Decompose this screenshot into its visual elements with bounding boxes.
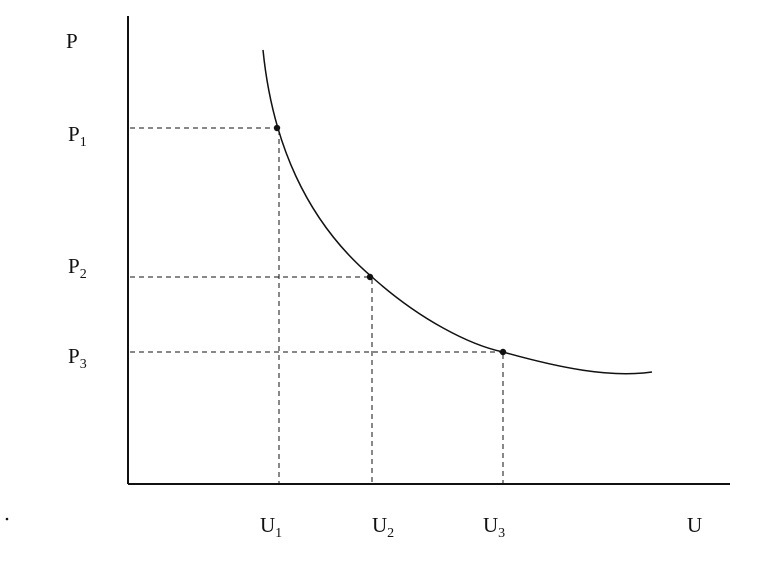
- x-tick-u1-sub: 1: [275, 526, 282, 541]
- y-axis-label: P: [66, 29, 78, 53]
- x-tick-u1-main: U: [260, 513, 275, 537]
- y-tick-p2-main: P: [68, 254, 80, 278]
- y-tick-p3-sub: 3: [80, 357, 87, 372]
- y-tick-p1-main: P: [68, 122, 80, 146]
- x-tick-u2-main: U: [372, 513, 387, 537]
- x-tick-u1: U1: [260, 513, 282, 541]
- x-tick-u2-sub: 2: [387, 526, 394, 541]
- y-tick-p2-sub: 2: [80, 267, 87, 282]
- x-tick-u3: U3: [483, 513, 505, 541]
- demand-curve: [262, 49, 653, 375]
- curve-point-2: [366, 273, 374, 281]
- y-tick-p3-main: P: [68, 344, 80, 368]
- x-tick-u3-sub: 3: [498, 526, 505, 541]
- curve-point-3: [499, 348, 507, 356]
- y-tick-p3: P3: [68, 344, 87, 372]
- y-tick-p1: P1: [68, 122, 87, 150]
- y-tick-p2: P2: [68, 254, 87, 282]
- scan-speck: [5, 517, 9, 521]
- y-tick-p1-sub: 1: [80, 135, 87, 150]
- curve-point-1: [273, 124, 281, 132]
- x-tick-u2: U2: [372, 513, 394, 541]
- x-tick-u3-main: U: [483, 513, 498, 537]
- x-axis-label: U: [687, 513, 702, 537]
